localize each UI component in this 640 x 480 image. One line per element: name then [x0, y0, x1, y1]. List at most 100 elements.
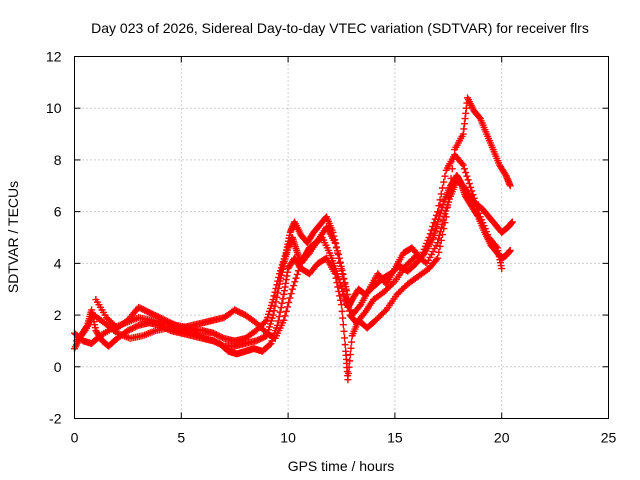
- data-point: [441, 172, 449, 180]
- data-point: [492, 242, 500, 250]
- data-point: [136, 304, 144, 312]
- data-point: [294, 267, 302, 275]
- data-point: [443, 203, 451, 211]
- data-point: [296, 263, 304, 271]
- data-point: [337, 296, 345, 304]
- data-point: [211, 330, 219, 338]
- data-point: [435, 231, 443, 239]
- data-point: [279, 295, 287, 303]
- data-point: [257, 335, 265, 343]
- data-point: [337, 265, 345, 273]
- data-point: [157, 314, 165, 322]
- data-point: [338, 270, 346, 278]
- data-point: [238, 310, 246, 318]
- y-tick-label: 12: [46, 49, 62, 65]
- data-point: [287, 290, 295, 298]
- data-point: [266, 341, 274, 349]
- data-point: [475, 209, 483, 217]
- x-tick-label: 20: [494, 430, 510, 446]
- data-point: [281, 312, 289, 320]
- data-point: [167, 319, 175, 327]
- data-point: [437, 190, 445, 198]
- data-point: [332, 274, 340, 282]
- data-point: [291, 278, 299, 286]
- data-point: [150, 311, 158, 319]
- data-point: [434, 254, 442, 262]
- data-point: [173, 322, 181, 330]
- data-point: [260, 333, 268, 341]
- data-point: [431, 215, 439, 223]
- data-point: [278, 299, 286, 307]
- data-point: [458, 160, 466, 168]
- data-point: [338, 301, 345, 309]
- data-point: [147, 309, 155, 317]
- series-track-c: [73, 94, 514, 384]
- data-point: [345, 296, 353, 304]
- data-point: [441, 219, 449, 227]
- x-tick-label: 5: [177, 430, 185, 446]
- y-tick-label: 6: [54, 204, 62, 220]
- data-point: [340, 327, 348, 335]
- data-point: [125, 326, 133, 334]
- data-point: [345, 363, 353, 371]
- data-point: [459, 161, 467, 169]
- data-point: [133, 322, 141, 330]
- data-point: [156, 314, 164, 322]
- data-point: [237, 309, 245, 317]
- data-point: [142, 307, 150, 315]
- data-point: [280, 316, 288, 324]
- data-point: [148, 310, 156, 318]
- data-point: [138, 305, 146, 313]
- data-point: [215, 332, 223, 340]
- data-point: [132, 323, 140, 331]
- data-point: [346, 301, 354, 309]
- data-point: [212, 331, 220, 339]
- data-point: [124, 327, 132, 335]
- data-point: [345, 369, 353, 377]
- data-point: [269, 296, 277, 304]
- data-point: [269, 311, 277, 319]
- data-point: [448, 165, 456, 173]
- data-point: [467, 183, 475, 191]
- data-point: [468, 187, 476, 195]
- data-point: [506, 246, 514, 254]
- data-point: [335, 254, 343, 262]
- data-point: [274, 277, 282, 285]
- data-point: [162, 317, 170, 325]
- data-point: [464, 176, 472, 184]
- chart-title: Day 023 of 2026, Sidereal Day-to-day VTE…: [91, 20, 589, 36]
- data-point: [151, 311, 159, 319]
- data-point: [144, 308, 152, 316]
- data-point: [285, 299, 293, 307]
- data-point: [254, 336, 262, 344]
- data-point: [255, 335, 263, 343]
- x-axis-label: GPS time / hours: [288, 458, 395, 474]
- data-point: [164, 317, 172, 325]
- data-point: [425, 234, 433, 241]
- data-point: [334, 283, 342, 291]
- y-tick-label: 0: [54, 359, 62, 375]
- plot-frame: [74, 56, 609, 419]
- data-point: [135, 303, 143, 311]
- data-point: [347, 344, 355, 352]
- data-point: [231, 306, 239, 314]
- data-point: [273, 281, 281, 289]
- data-point: [209, 329, 217, 337]
- data-point: [432, 211, 440, 219]
- data-point: [139, 306, 147, 314]
- data-point: [270, 307, 278, 315]
- data-point: [434, 239, 442, 247]
- data-point: [508, 218, 516, 226]
- data-point: [234, 307, 242, 315]
- y-tick-label: 10: [46, 100, 62, 116]
- data-point: [506, 182, 514, 190]
- data-point: [437, 236, 445, 244]
- data-points: [71, 94, 516, 384]
- data-point: [128, 324, 136, 332]
- data-point: [339, 314, 347, 322]
- x-tick-label: 10: [280, 430, 296, 446]
- data-point: [341, 334, 349, 342]
- data-point: [165, 318, 173, 326]
- data-point: [258, 334, 266, 342]
- data-point: [436, 242, 444, 250]
